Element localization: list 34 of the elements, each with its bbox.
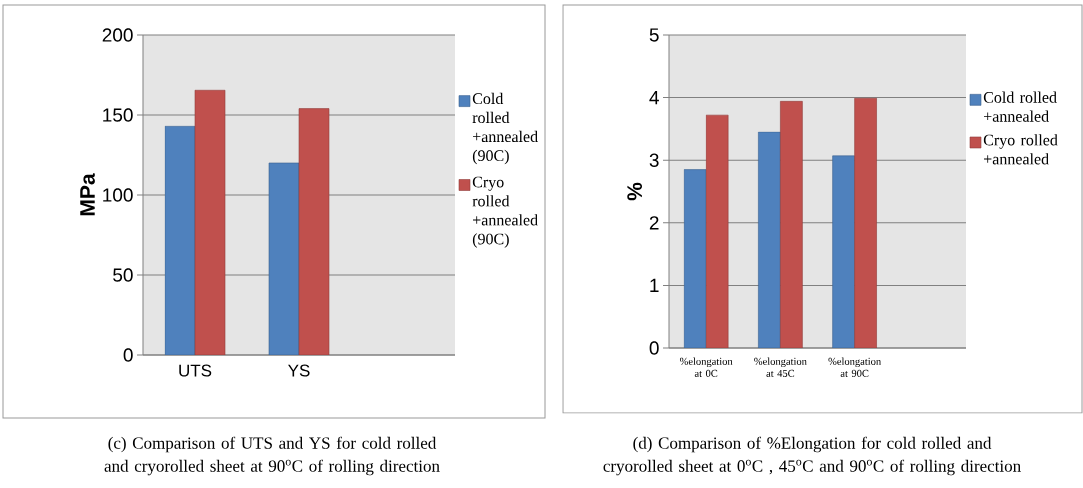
y-tick-label: 0 <box>123 348 133 362</box>
y-tick-label: 5 <box>649 28 659 42</box>
x-tick-label: %elongation at 90C <box>828 357 882 377</box>
legend-label: Cryo rolled +annealed <box>983 134 1058 165</box>
bar <box>683 169 707 348</box>
text: (c) Comparison of UTS and YS for cold rolled and cryorolled sheet at 90$^{o}$C of rolling direction <box>104 436 440 476</box>
bar <box>194 89 226 355</box>
x-tick-label: %elongation at 0C <box>679 357 733 377</box>
text: (d) Comparison of %Elongation for cold rolled and cryorolled sheet at 0$^{o}$C , 45$^{o}$C and 90$^{o}$C of rolling direction <box>603 436 1021 476</box>
x-tick-label: UTS <box>179 364 212 377</box>
legend-label: Cold rolled +annealed (90C) <box>472 92 538 165</box>
legend-label: Cryo rolled +annealed (90C) <box>472 176 538 248</box>
x-tick-label: YS <box>288 364 310 377</box>
y-tick-label: 100 <box>103 188 133 202</box>
bar <box>705 114 729 348</box>
bar <box>854 97 877 348</box>
y-tick-label: 200 <box>102 28 133 42</box>
bar <box>298 108 330 355</box>
x-tick-label: %elongation at 45C <box>754 357 807 377</box>
y-tick-label: 4 <box>649 91 659 105</box>
legend-label: Cold rolled +annealed <box>983 91 1057 122</box>
bar <box>780 101 803 348</box>
bar <box>164 125 196 355</box>
y-tick-label: 1 <box>650 278 659 292</box>
y-axis-title: % <box>627 182 643 201</box>
y-tick-label: 2 <box>649 216 659 230</box>
bar <box>832 155 855 348</box>
y-tick-label: 150 <box>103 108 133 122</box>
y-tick-label: 50 <box>113 268 133 282</box>
y-tick-label: 3 <box>649 153 659 167</box>
bar <box>758 131 781 348</box>
y-axis-title: MPa <box>80 173 95 216</box>
bar <box>268 162 300 355</box>
y-tick-label: 0 <box>649 341 659 355</box>
